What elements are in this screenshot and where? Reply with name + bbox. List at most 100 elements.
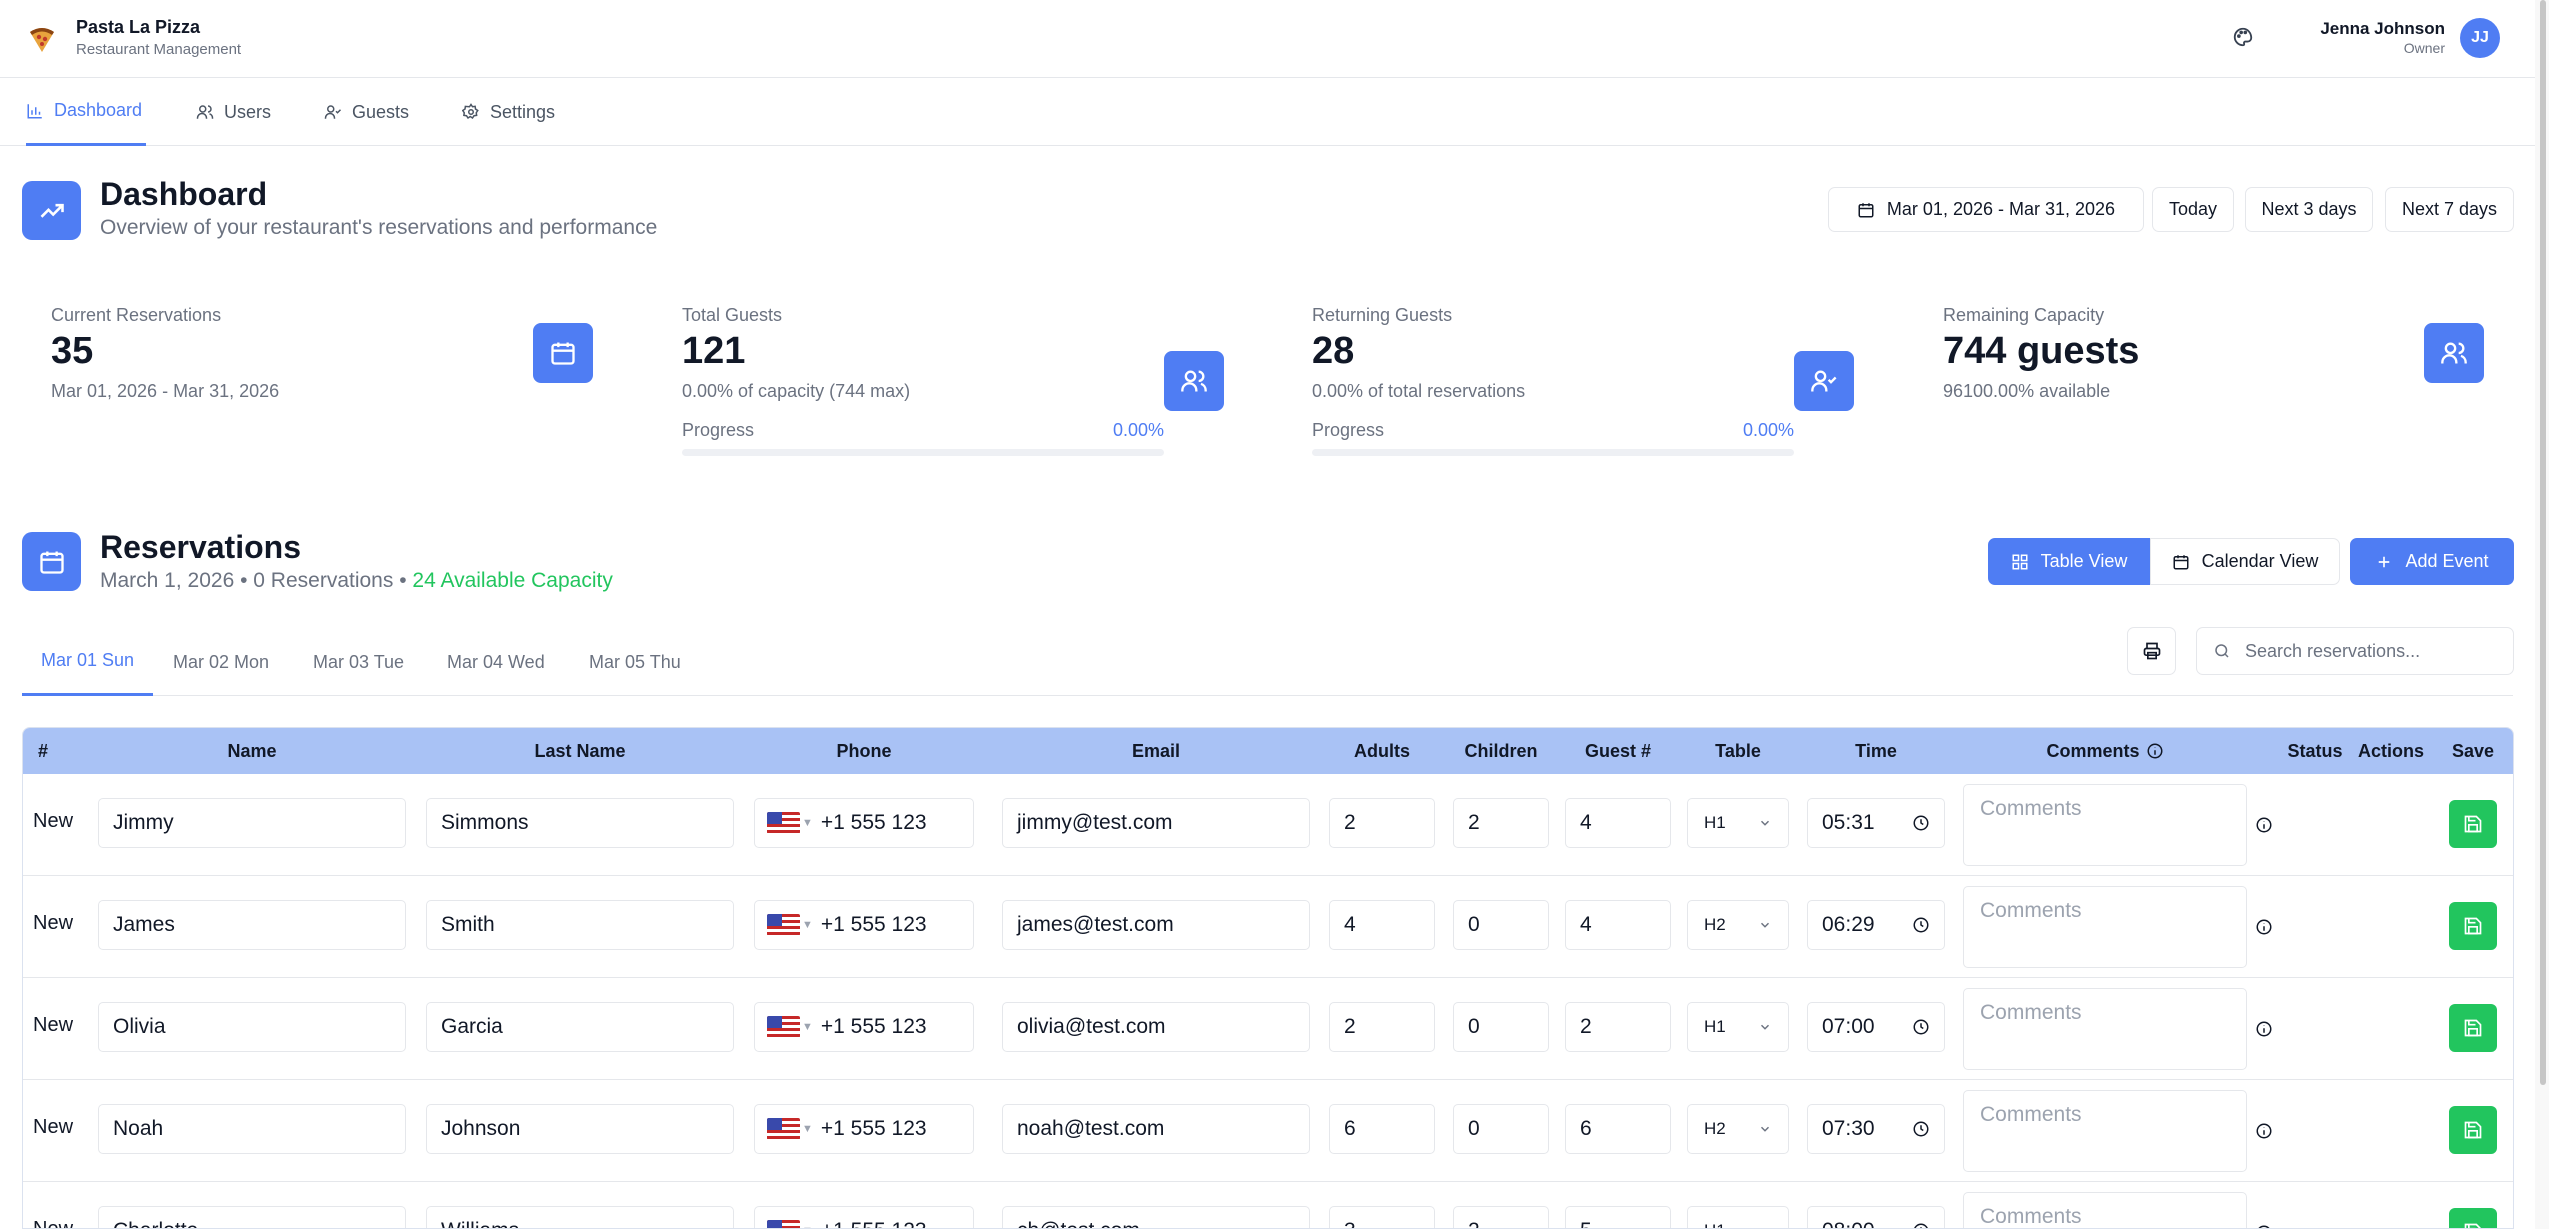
save-button[interactable] xyxy=(2449,902,2497,950)
table-select[interactable]: H2 xyxy=(1687,1104,1789,1154)
children-input[interactable]: 2 xyxy=(1453,798,1549,848)
comments-textarea[interactable]: Comments xyxy=(1963,1090,2247,1172)
us-flag-icon[interactable] xyxy=(767,1220,800,1228)
first-name-input[interactable]: Olivia xyxy=(98,1002,406,1052)
info-icon[interactable] xyxy=(2255,1224,2273,1229)
first-name-input[interactable]: Jimmy xyxy=(98,798,406,848)
next-3-days-button[interactable]: Next 3 days xyxy=(2245,187,2373,232)
avatar[interactable]: JJ xyxy=(2460,18,2500,58)
phone-input[interactable]: ▼ +1 555 123 xyxy=(754,1206,974,1228)
chevron-down-icon[interactable]: ▼ xyxy=(802,919,813,931)
table-select[interactable]: H2 xyxy=(1687,900,1789,950)
last-name-input[interactable]: Smith xyxy=(426,900,734,950)
phone-input[interactable]: ▼ +1 555 123 xyxy=(754,900,974,950)
children-input[interactable]: 0 xyxy=(1453,900,1549,950)
table-select[interactable]: H1 xyxy=(1687,798,1789,848)
last-name-input[interactable]: Simmons xyxy=(426,798,734,848)
guests-input[interactable]: 6 xyxy=(1565,1104,1671,1154)
phone-input[interactable]: ▼ +1 555 123 xyxy=(754,1002,974,1052)
nav-settings[interactable]: Settings xyxy=(462,78,555,146)
info-icon[interactable] xyxy=(2146,742,2164,760)
chevron-down-icon[interactable]: ▼ xyxy=(802,1225,813,1228)
save-icon xyxy=(2464,917,2482,935)
adults-input[interactable]: 4 xyxy=(1329,900,1435,950)
table-select[interactable]: H1 xyxy=(1687,1206,1789,1228)
save-button[interactable] xyxy=(2449,1004,2497,1052)
day-tab[interactable]: Mar 01 Sun xyxy=(22,628,154,696)
table-view-button[interactable]: Table View xyxy=(1988,538,2150,585)
day-tab[interactable]: Mar 02 Mon xyxy=(173,651,270,672)
info-icon[interactable] xyxy=(2255,1122,2273,1140)
guests-input[interactable]: 2 xyxy=(1565,1002,1671,1052)
us-flag-icon[interactable] xyxy=(767,1016,800,1038)
children-input[interactable]: 2 xyxy=(1453,1206,1549,1228)
adults-input[interactable]: 3 xyxy=(1329,1206,1435,1228)
children-input[interactable]: 0 xyxy=(1453,1104,1549,1154)
date-range-picker[interactable]: Mar 01, 2026 - Mar 31, 2026 xyxy=(1828,187,2144,232)
comments-textarea[interactable]: Comments xyxy=(1963,784,2247,866)
info-icon[interactable] xyxy=(2255,918,2273,936)
comments-textarea[interactable]: Comments xyxy=(1963,886,2247,968)
chevron-down-icon[interactable]: ▼ xyxy=(802,817,813,829)
chevron-down-icon[interactable]: ▼ xyxy=(802,1021,813,1033)
clock-icon[interactable] xyxy=(1912,916,1930,934)
search-box[interactable] xyxy=(2196,627,2514,675)
comments-textarea[interactable]: Comments xyxy=(1963,1192,2247,1228)
us-flag-icon[interactable] xyxy=(767,812,800,834)
time-input[interactable]: 07:00 xyxy=(1807,1002,1945,1052)
save-button[interactable] xyxy=(2449,800,2497,848)
clock-icon[interactable] xyxy=(1912,1222,1930,1229)
first-name-input[interactable]: Noah xyxy=(98,1104,406,1154)
adults-input[interactable]: 2 xyxy=(1329,1002,1435,1052)
save-button[interactable] xyxy=(2449,1208,2497,1228)
nav-guests[interactable]: Guests xyxy=(324,78,409,146)
us-flag-icon[interactable] xyxy=(767,914,800,936)
email-input[interactable]: olivia@test.com xyxy=(1002,1002,1310,1052)
today-button[interactable]: Today xyxy=(2152,187,2234,232)
last-name-input[interactable]: Williams xyxy=(426,1206,734,1228)
adults-input[interactable]: 6 xyxy=(1329,1104,1435,1154)
day-tab[interactable]: Mar 03 Tue xyxy=(313,651,405,672)
comments-textarea[interactable]: Comments xyxy=(1963,988,2247,1070)
clock-icon[interactable] xyxy=(1912,814,1930,832)
us-flag-icon[interactable] xyxy=(767,1118,800,1140)
email-input[interactable]: ch@test.com xyxy=(1002,1206,1310,1228)
phone-input[interactable]: ▼ +1 555 123 xyxy=(754,798,974,848)
time-input[interactable]: 05:31 xyxy=(1807,798,1945,848)
adults-input[interactable]: 2 xyxy=(1329,798,1435,848)
first-name-input[interactable]: James xyxy=(98,900,406,950)
time-input[interactable]: 06:29 xyxy=(1807,900,1945,950)
info-icon[interactable] xyxy=(2255,816,2273,834)
day-tab[interactable]: Mar 04 Wed xyxy=(447,651,545,672)
nav-users[interactable]: Users xyxy=(196,78,271,146)
time-input[interactable]: 07:30 xyxy=(1807,1104,1945,1154)
calendar-view-button[interactable]: Calendar View xyxy=(2150,538,2340,585)
print-button[interactable] xyxy=(2127,627,2176,675)
next-7-days-button[interactable]: Next 7 days xyxy=(2385,187,2514,232)
phone-input[interactable]: ▼ +1 555 123 xyxy=(754,1104,974,1154)
last-name-input[interactable]: Garcia xyxy=(426,1002,734,1052)
time-input[interactable]: 08:00 xyxy=(1807,1206,1945,1229)
email-input[interactable]: noah@test.com xyxy=(1002,1104,1310,1154)
children-input[interactable]: 0 xyxy=(1453,1002,1549,1052)
palette-icon[interactable] xyxy=(2232,26,2254,48)
first-name-input[interactable]: Charlotte xyxy=(98,1206,406,1228)
nav-dashboard[interactable]: Dashboard xyxy=(26,78,147,146)
email-input[interactable]: james@test.com xyxy=(1002,900,1310,950)
save-button[interactable] xyxy=(2449,1106,2497,1154)
add-event-button[interactable]: Add Event xyxy=(2350,538,2514,585)
search-input[interactable] xyxy=(2245,640,2495,662)
clock-icon[interactable] xyxy=(1912,1018,1930,1036)
info-icon[interactable] xyxy=(2255,1020,2273,1038)
email-input[interactable]: jimmy@test.com xyxy=(1002,798,1310,848)
chevron-down-icon[interactable]: ▼ xyxy=(802,1123,813,1135)
table-row: New James Smith ▼ +1 555 123 james@test.com 4 0… xyxy=(23,876,2513,978)
guests-input[interactable]: 4 xyxy=(1565,900,1671,950)
guests-input[interactable]: 4 xyxy=(1565,798,1671,848)
last-name-input[interactable]: Johnson xyxy=(426,1104,734,1154)
table-select[interactable]: H1 xyxy=(1687,1002,1789,1052)
guests-input[interactable]: 5 xyxy=(1565,1206,1671,1228)
scrollbar-thumb[interactable] xyxy=(2540,0,2546,1085)
day-tab[interactable]: Mar 05 Thu xyxy=(589,651,681,672)
clock-icon[interactable] xyxy=(1912,1120,1930,1138)
